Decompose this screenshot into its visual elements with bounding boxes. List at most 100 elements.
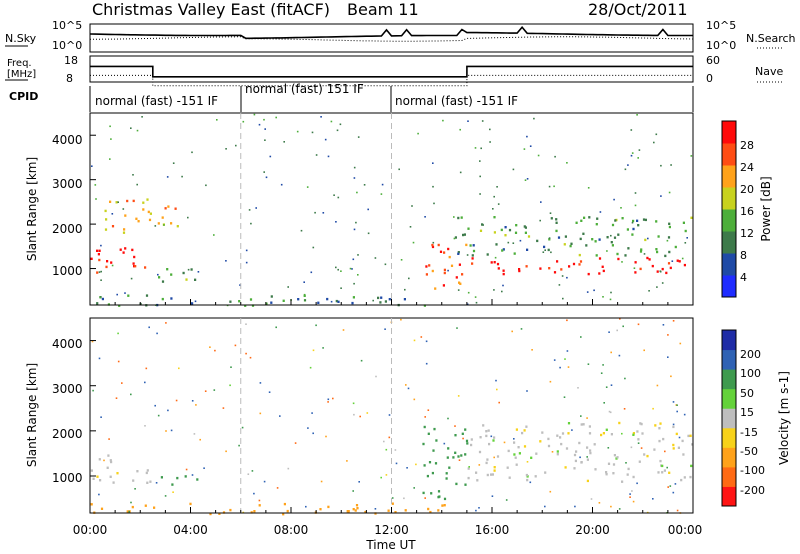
vel-cbar-tick-m100: -100 [740,464,765,477]
power-cells-cell-2-3 [170,273,173,276]
power-cells-cell-3-38 [118,304,121,307]
velocity-ytick-3000: 3000 [52,382,83,396]
power-cells-cell-0-13 [96,271,99,274]
vel-cells-cell-0-2 [110,460,113,464]
vel-cells-cell-4-124 [492,439,495,442]
vel-cells-cell-2-1 [319,508,322,511]
power-cells-cell-5-10 [572,262,576,266]
power-cells-cell-6-47 [514,231,518,234]
vel-cells-cell-3-12 [438,495,441,498]
power-cells-scatter-37 [599,211,602,213]
power-cells-cell-1-4 [142,208,145,211]
power-cells-scatter-89 [408,277,410,280]
power-cells-cell-6-23 [536,239,539,243]
power-cells-cell-5-34 [518,268,521,271]
power-cells-scatter-122 [116,293,118,296]
power-cells-scatter-194 [512,168,515,171]
freq-frame [89,55,694,83]
power-cells-scatter-156 [467,120,469,122]
power-cells-cell-0-15 [134,265,137,268]
power-cells-cell-5-22 [518,269,521,273]
vel-cells-cell-0-3 [96,475,99,478]
power-cells-cell-1-1 [146,198,149,201]
power-cells-cell-1-2 [157,222,160,225]
power-cells-cell-3-7 [335,299,338,303]
vel-cells-cell-0-17 [92,477,95,480]
freq-right-tick-top: 60 [706,54,720,67]
power-cells-scatter-54 [634,192,637,194]
power-cells-cell-4-3 [437,243,440,247]
freq-right-tick-bottom: 0 [706,72,713,85]
vel-cells-scatter-178 [674,483,677,485]
power-cells-scatter-56 [363,184,366,186]
vel-cells-scatter-176 [676,509,679,512]
vel-cells-scatter-207 [193,433,196,435]
vel-cells-cell-4-33 [612,463,616,466]
vel-cells-scatter-137 [637,442,640,444]
power-cells-scatter-176 [296,130,299,133]
vel-cells-cell-2-13 [144,504,147,507]
power-cells-scatter-182 [480,147,482,150]
vel-cells-scatter-62 [157,414,160,417]
vel-cells-scatter-38 [253,492,255,495]
vel-cells-scatter-124 [662,324,665,326]
vel-cells-scatter-46 [249,356,252,359]
power-cells-scatter-139 [681,257,684,260]
power-cells-scatter-109 [94,184,97,186]
vel-cells-cell-4-6 [506,466,509,469]
vel-cells-cell-4-30 [690,464,693,468]
vel-cells-scatter-9 [287,467,290,470]
vel-cells-scatter-56 [420,336,423,338]
power-cells-scatter-172 [314,211,316,214]
power-cells-scatter-60 [353,228,356,231]
power-cells-scatter-136 [322,212,325,214]
power-cells-cell-3-11 [270,301,273,304]
power-cells-cell-3-28 [191,302,194,305]
vel-cells-cell-0-15 [99,479,102,482]
frequency-line [90,65,693,78]
vel-cells-scatter-111 [632,500,635,503]
vel-cells-scatter-172 [559,366,561,369]
vel-cells-scatter-103 [352,402,355,405]
vel-cells-scatter-134 [622,325,624,328]
vel-cells-scatter-181 [191,474,194,476]
power-cells-scatter-80 [312,246,315,249]
vel-cells-scatter-160 [672,491,675,494]
cpid-segment-1: normal (fast) -151 IF [95,94,218,108]
vel-cells-cell-3-10 [461,432,464,435]
power-cells-scatter-20 [337,268,339,271]
power-cells-cell-5-16 [665,271,668,275]
vel-cells-cell-4-106 [515,463,518,466]
vel-cells-cell-4-99 [588,425,591,428]
power-cells-cell-6-73 [471,254,474,257]
vel-cells-scatter-113 [462,437,464,440]
power-cells-cell-4-17 [434,287,437,290]
power-cells-scatter-142 [417,132,419,135]
power-cells-cell-6-55 [616,252,619,256]
vel-cells-cell-4-13 [661,464,664,468]
power-cells-cell-2-0 [185,278,188,281]
vel-cells-scatter-112 [294,442,297,444]
power-cells-cell-5-2 [676,259,679,262]
power-cells-scatter-196 [466,254,469,256]
power-colorbar-swatch-2 [722,231,736,254]
vel-cells-cell-4-95 [661,471,664,474]
power-cells-scatter-86 [638,149,641,151]
power-cells-scatter-3 [409,226,412,228]
vel-cells-scatter-203 [385,474,388,476]
figure-title: Christmas Valley East (fitACF) [92,0,330,19]
power-cells-scatter-0 [489,128,491,131]
power-cells-scatter-67 [225,260,227,262]
power-cells-cell-5-17 [568,265,571,268]
power-cells-scatter-87 [287,286,289,288]
vel-cells-scatter-24 [496,388,498,391]
vel-cells-cell-3-1 [457,455,460,458]
vel-cells-scatter-64 [425,340,428,343]
power-cells-scatter-197 [493,195,495,198]
power-cells-cell-1-20 [109,200,112,203]
power-cells-cell-6-25 [674,245,677,249]
vel-cells-scatter-197 [495,379,497,382]
power-cells-scatter-94 [124,292,126,294]
vel-cells-scatter-75 [91,340,94,343]
vel-cells-scatter-213 [241,426,244,429]
